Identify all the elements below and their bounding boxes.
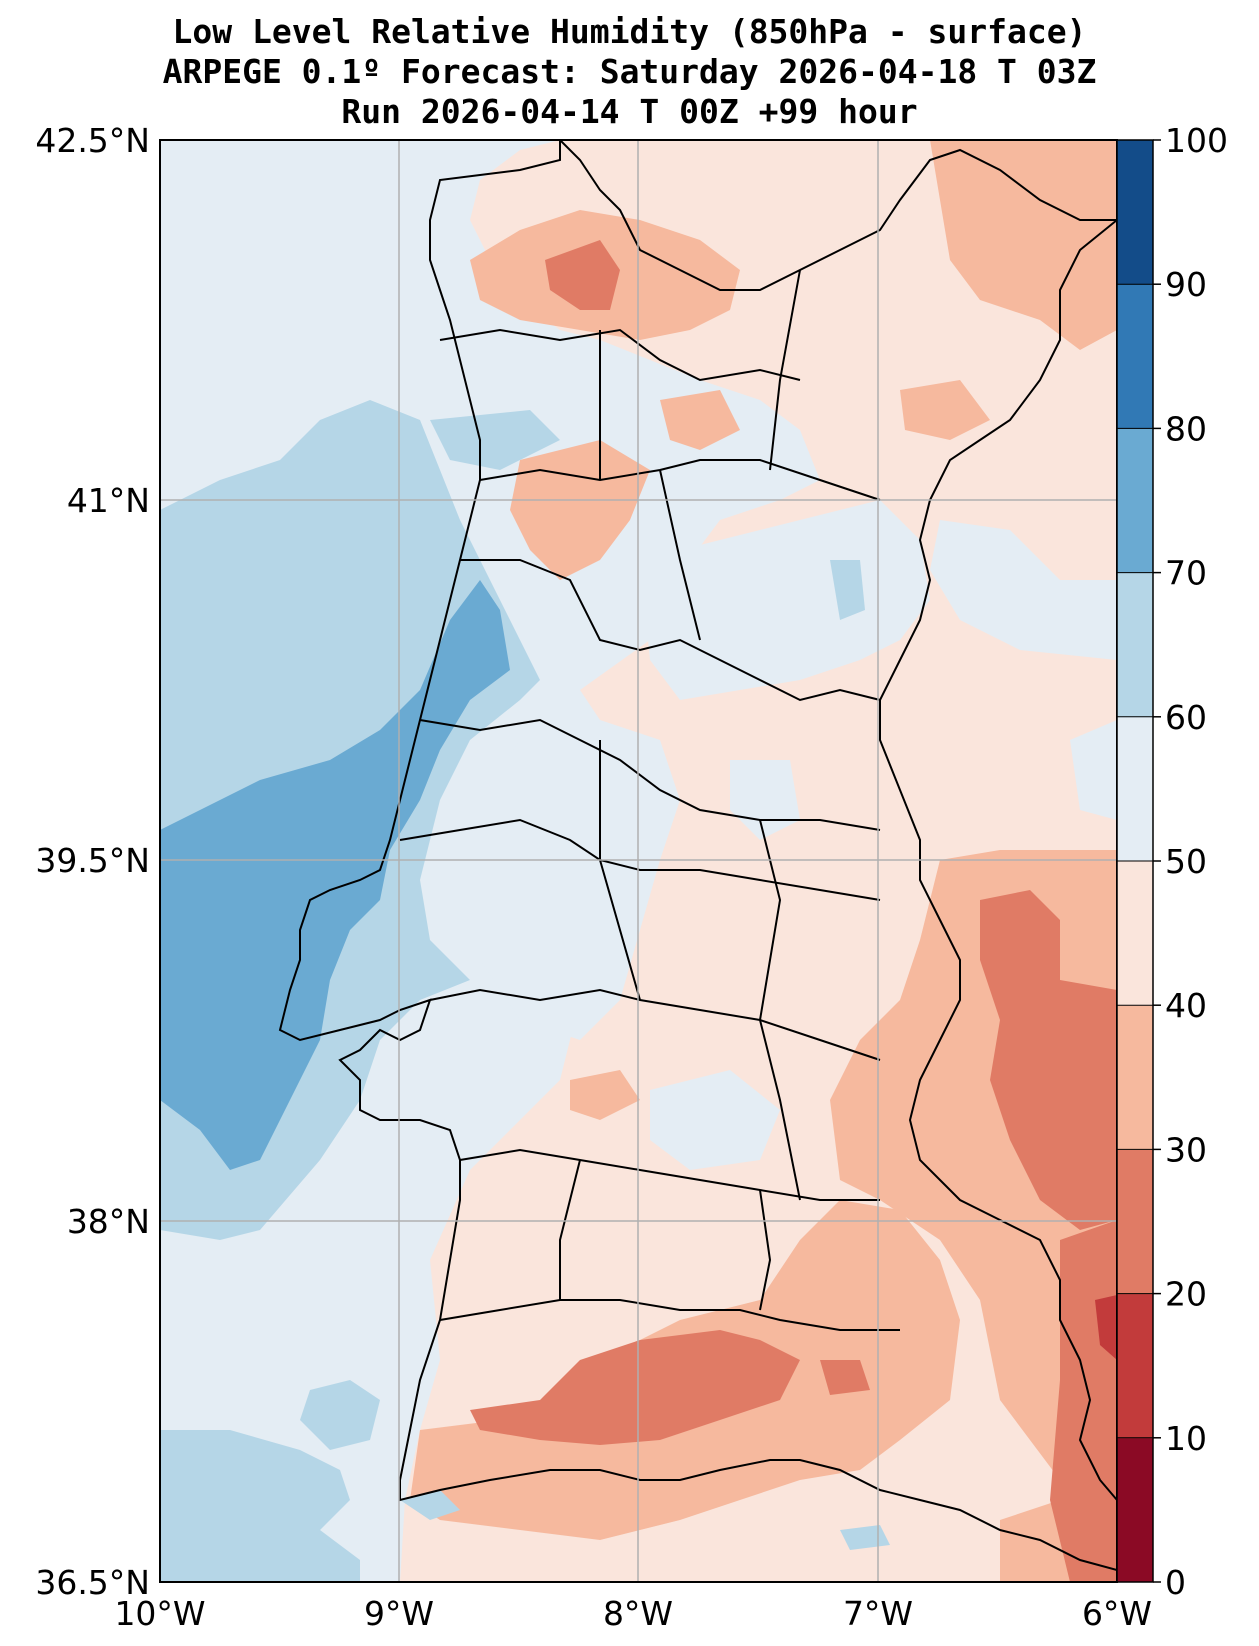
lon-label: 8°W	[603, 1594, 673, 1633]
rh-30-40-northeast	[930, 140, 1117, 350]
chart-title-line-3: Run 2026-04-14 T 00Z +99 hour	[341, 92, 918, 131]
colorbar-segment	[1117, 1005, 1153, 1150]
rh-50-60-inland-4	[650, 1070, 780, 1170]
rh-10-20-southeast	[1095, 1295, 1117, 1360]
rh-50-60-inland-6	[930, 520, 1117, 660]
district-border-15	[759, 1189, 772, 1311]
coastline	[278, 140, 1117, 1571]
colorbar-tick-label: 60	[1165, 698, 1207, 737]
colorbar-tick-label: 70	[1165, 554, 1207, 593]
rh-20-30-southeast	[1050, 1220, 1117, 1582]
gridlines	[160, 140, 1117, 1582]
rh-50-60-inland-7	[1070, 720, 1117, 820]
colorbar-tick-label: 100	[1165, 121, 1228, 160]
district-border-2	[479, 459, 881, 501]
rh-70-80-coastal	[160, 580, 510, 1170]
colorbar-segment	[1117, 428, 1153, 574]
lat-label: 42.5°N	[35, 121, 150, 160]
rh-20-30-east	[980, 890, 1117, 1230]
colorbar-tick-label: 80	[1165, 409, 1207, 448]
chart-title-line-2: ARPEGE 0.1º Forecast: Saturday 2026-04-1…	[162, 52, 1097, 91]
district-border-8	[439, 1299, 900, 1331]
rh-20-30-south-2	[820, 1360, 870, 1395]
district-border-4	[419, 718, 881, 831]
colorbar-segment	[1117, 716, 1153, 862]
rh-60-70-southwest	[160, 1430, 360, 1582]
rh-60-70-ocean-2	[430, 410, 560, 470]
rh-30-40-center	[570, 1070, 640, 1120]
border-north	[559, 140, 1117, 291]
district-border-1	[439, 328, 801, 382]
rh-20-30-south	[470, 1330, 800, 1445]
colorbar-segment	[1117, 1293, 1153, 1439]
lon-label: 7°W	[843, 1594, 913, 1633]
lat-label: 38°N	[67, 1202, 150, 1241]
border-east	[879, 219, 1117, 1501]
district-border-7	[459, 1148, 880, 1201]
axis-labels: 42.5°N 41°N 39.5°N 38°N 36.5°N 10°W 9°W …	[35, 121, 1152, 1633]
colorbar-tick-label: 50	[1165, 842, 1207, 881]
colorbar-segment	[1117, 572, 1153, 718]
rh-30-40-north-2	[510, 440, 650, 580]
colorbar-segment	[1117, 1437, 1153, 1583]
colorbar-segment	[1117, 861, 1153, 1006]
colorbar-segment	[1117, 284, 1153, 429]
colorbar-tick-label: 0	[1165, 1563, 1186, 1602]
colorbar-tick-label: 30	[1165, 1130, 1207, 1169]
colorbar-segment	[1117, 140, 1153, 285]
lon-label: 10°W	[114, 1594, 205, 1633]
lon-label: 9°W	[364, 1594, 434, 1633]
rh-30-40-northeast-2	[900, 380, 990, 440]
rh-50-60-inland-1	[640, 500, 930, 700]
colorbar-tick-label: 40	[1165, 986, 1207, 1025]
coastline-and-borders	[278, 140, 1117, 1571]
district-border-13	[758, 819, 801, 1201]
district-border-11	[769, 269, 801, 471]
rh-30-40-north-3	[660, 390, 740, 450]
rh-60-70-southwest-2	[300, 1380, 380, 1450]
colorbar-tick-label: 10	[1165, 1419, 1207, 1458]
rh-50-60-inland-2	[470, 720, 680, 1040]
colorbar-tick-label: 90	[1165, 265, 1207, 304]
rh-20-30-north	[545, 240, 620, 310]
rh-60-70-inland	[830, 560, 865, 620]
lat-label: 41°N	[67, 481, 150, 520]
colorbar-segment	[1117, 1149, 1153, 1295]
colorbar-tick-label: 20	[1165, 1275, 1207, 1314]
district-border-14	[559, 1159, 581, 1300]
lon-label: 6°W	[1082, 1594, 1152, 1633]
district-border-3	[460, 559, 881, 702]
chart-title-line-1: Low Level Relative Humidity (850hPa - su…	[172, 12, 1087, 51]
colorbar: 0 10 20 30 40 50 60 70 80 90 100	[1116, 121, 1228, 1602]
rh-60-70-south-small	[400, 1490, 460, 1520]
lat-label: 39.5°N	[35, 841, 150, 880]
lat-label: 36.5°N	[35, 1563, 150, 1602]
district-border-5	[399, 818, 881, 901]
